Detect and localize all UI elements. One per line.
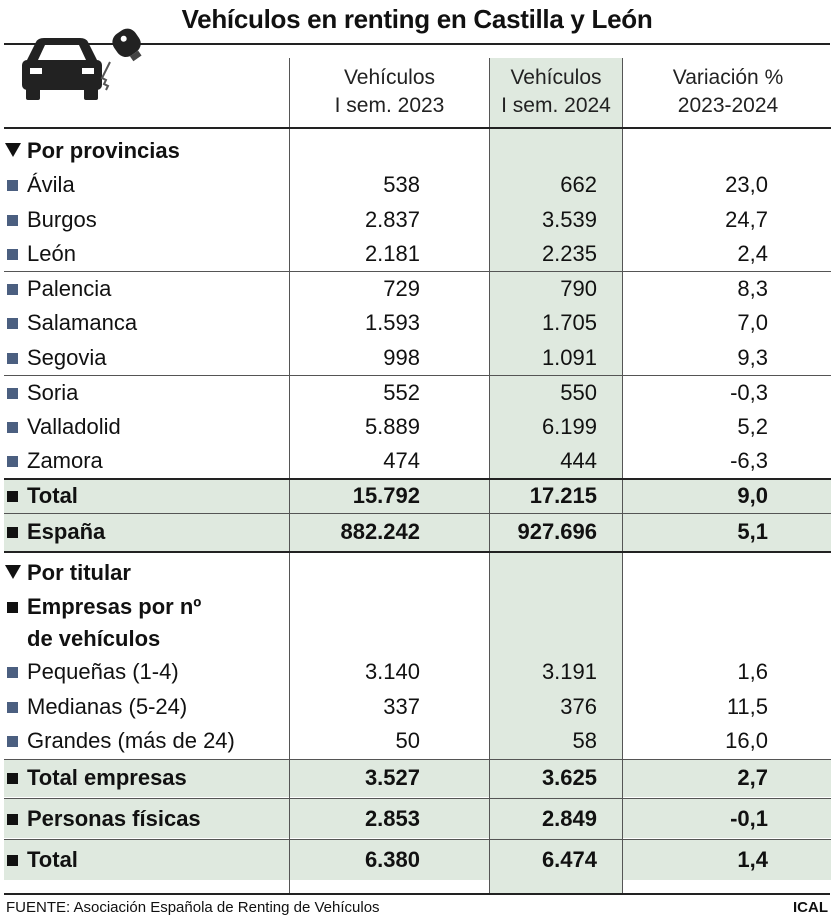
table-row: Palencia 729 790 8,3 — [0, 272, 834, 306]
band-total-provincias — [4, 479, 831, 513]
bullet-square-icon — [7, 180, 18, 191]
rule-header — [4, 127, 831, 129]
triangle-down-icon — [5, 565, 21, 579]
rule-espana — [4, 513, 831, 514]
table-row: Pequeñas (1-4) 3.140 3.191 1,6 — [0, 655, 834, 689]
car-key-icon — [22, 28, 142, 100]
table-row: Burgos 2.837 3.539 24,7 — [0, 203, 834, 237]
bullet-square-icon — [7, 456, 18, 467]
rule-total-empresas — [4, 759, 831, 760]
table-row: Segovia 998 1.091 9,3 — [0, 341, 834, 375]
table-row-total: Total 15.792 17.215 9,0 — [0, 479, 834, 513]
table-row-total-empresas: Total empresas 3.527 3.625 2,7 — [0, 761, 834, 795]
divider-col-1 — [289, 58, 290, 551]
column-header-2024: Vehículos I sem. 2024 — [501, 66, 611, 117]
table-row: Valladolid 5.889 6.199 5,2 — [0, 410, 834, 444]
section-heading-provincias: Por provincias — [5, 134, 180, 168]
rule-total-titular — [4, 839, 831, 840]
bullet-square-icon — [7, 284, 18, 295]
footer-divider — [4, 893, 830, 895]
bullet-square-icon — [7, 667, 18, 678]
bullet-square-icon — [7, 249, 18, 260]
bullet-square-icon — [7, 855, 18, 866]
bullet-square-icon — [7, 602, 18, 613]
bullet-square-icon — [7, 702, 18, 713]
source-note: FUENTE: Asociación Española de Renting d… — [6, 899, 380, 916]
rule-group-2 — [4, 375, 831, 376]
table-row: Zamora 474 444 -6,3 — [0, 444, 834, 478]
bullet-square-icon — [7, 814, 18, 825]
table-row: León 2.181 2.235 2,4 — [0, 237, 834, 271]
table-row: Grandes (más de 24) 50 58 16,0 — [0, 724, 834, 758]
bullet-square-icon — [7, 353, 18, 364]
band-total-titular — [4, 840, 831, 880]
empresas-heading: Empresas por nº de vehículos — [7, 591, 201, 655]
band-personas — [4, 799, 831, 838]
table-row-total-titular: Total 6.380 6.474 1,4 — [0, 843, 834, 877]
table-row: Medianas (5-24) 337 376 11,5 — [0, 690, 834, 724]
band-espana — [4, 514, 831, 551]
rule-titular — [4, 551, 831, 553]
divider-col-2 — [489, 58, 490, 893]
bullet-square-icon — [7, 388, 18, 399]
highlight-column-2024 — [490, 58, 622, 893]
rule-personas — [4, 798, 831, 799]
bullet-square-icon — [7, 736, 18, 747]
column-header-2023: Vehículos I sem. 2023 — [334, 66, 445, 117]
column-header-variacion: Variación % 2023-2024 — [672, 66, 784, 117]
table-row: Soria 552 550 -0,3 — [0, 376, 834, 410]
bullet-square-icon — [7, 215, 18, 226]
band-total-empresas — [4, 760, 831, 797]
rule-total — [4, 478, 831, 480]
bullet-square-icon — [7, 318, 18, 329]
table-row: Salamanca 1.593 1.705 7,0 — [0, 306, 834, 340]
rule-group-1 — [4, 271, 831, 272]
brand-label: ICAL — [793, 899, 828, 916]
section-heading-titular: Por titular — [5, 556, 131, 590]
bullet-square-icon — [7, 773, 18, 784]
divider-col-1b — [289, 553, 290, 893]
bullet-square-icon — [7, 422, 18, 433]
triangle-down-icon — [5, 143, 21, 157]
bullet-square-icon — [7, 527, 18, 538]
table-row-espana: España 882.242 927.696 5,1 — [0, 515, 834, 549]
top-divider — [4, 43, 830, 45]
page-title: Vehículos en renting en Castilla y León — [181, 4, 653, 34]
table-row: Ávila 538 662 23,0 — [0, 168, 834, 202]
bullet-square-icon — [7, 491, 18, 502]
table-row-personas-fisicas: Personas físicas 2.853 2.849 -0,1 — [0, 802, 834, 836]
divider-col-3 — [622, 58, 623, 893]
